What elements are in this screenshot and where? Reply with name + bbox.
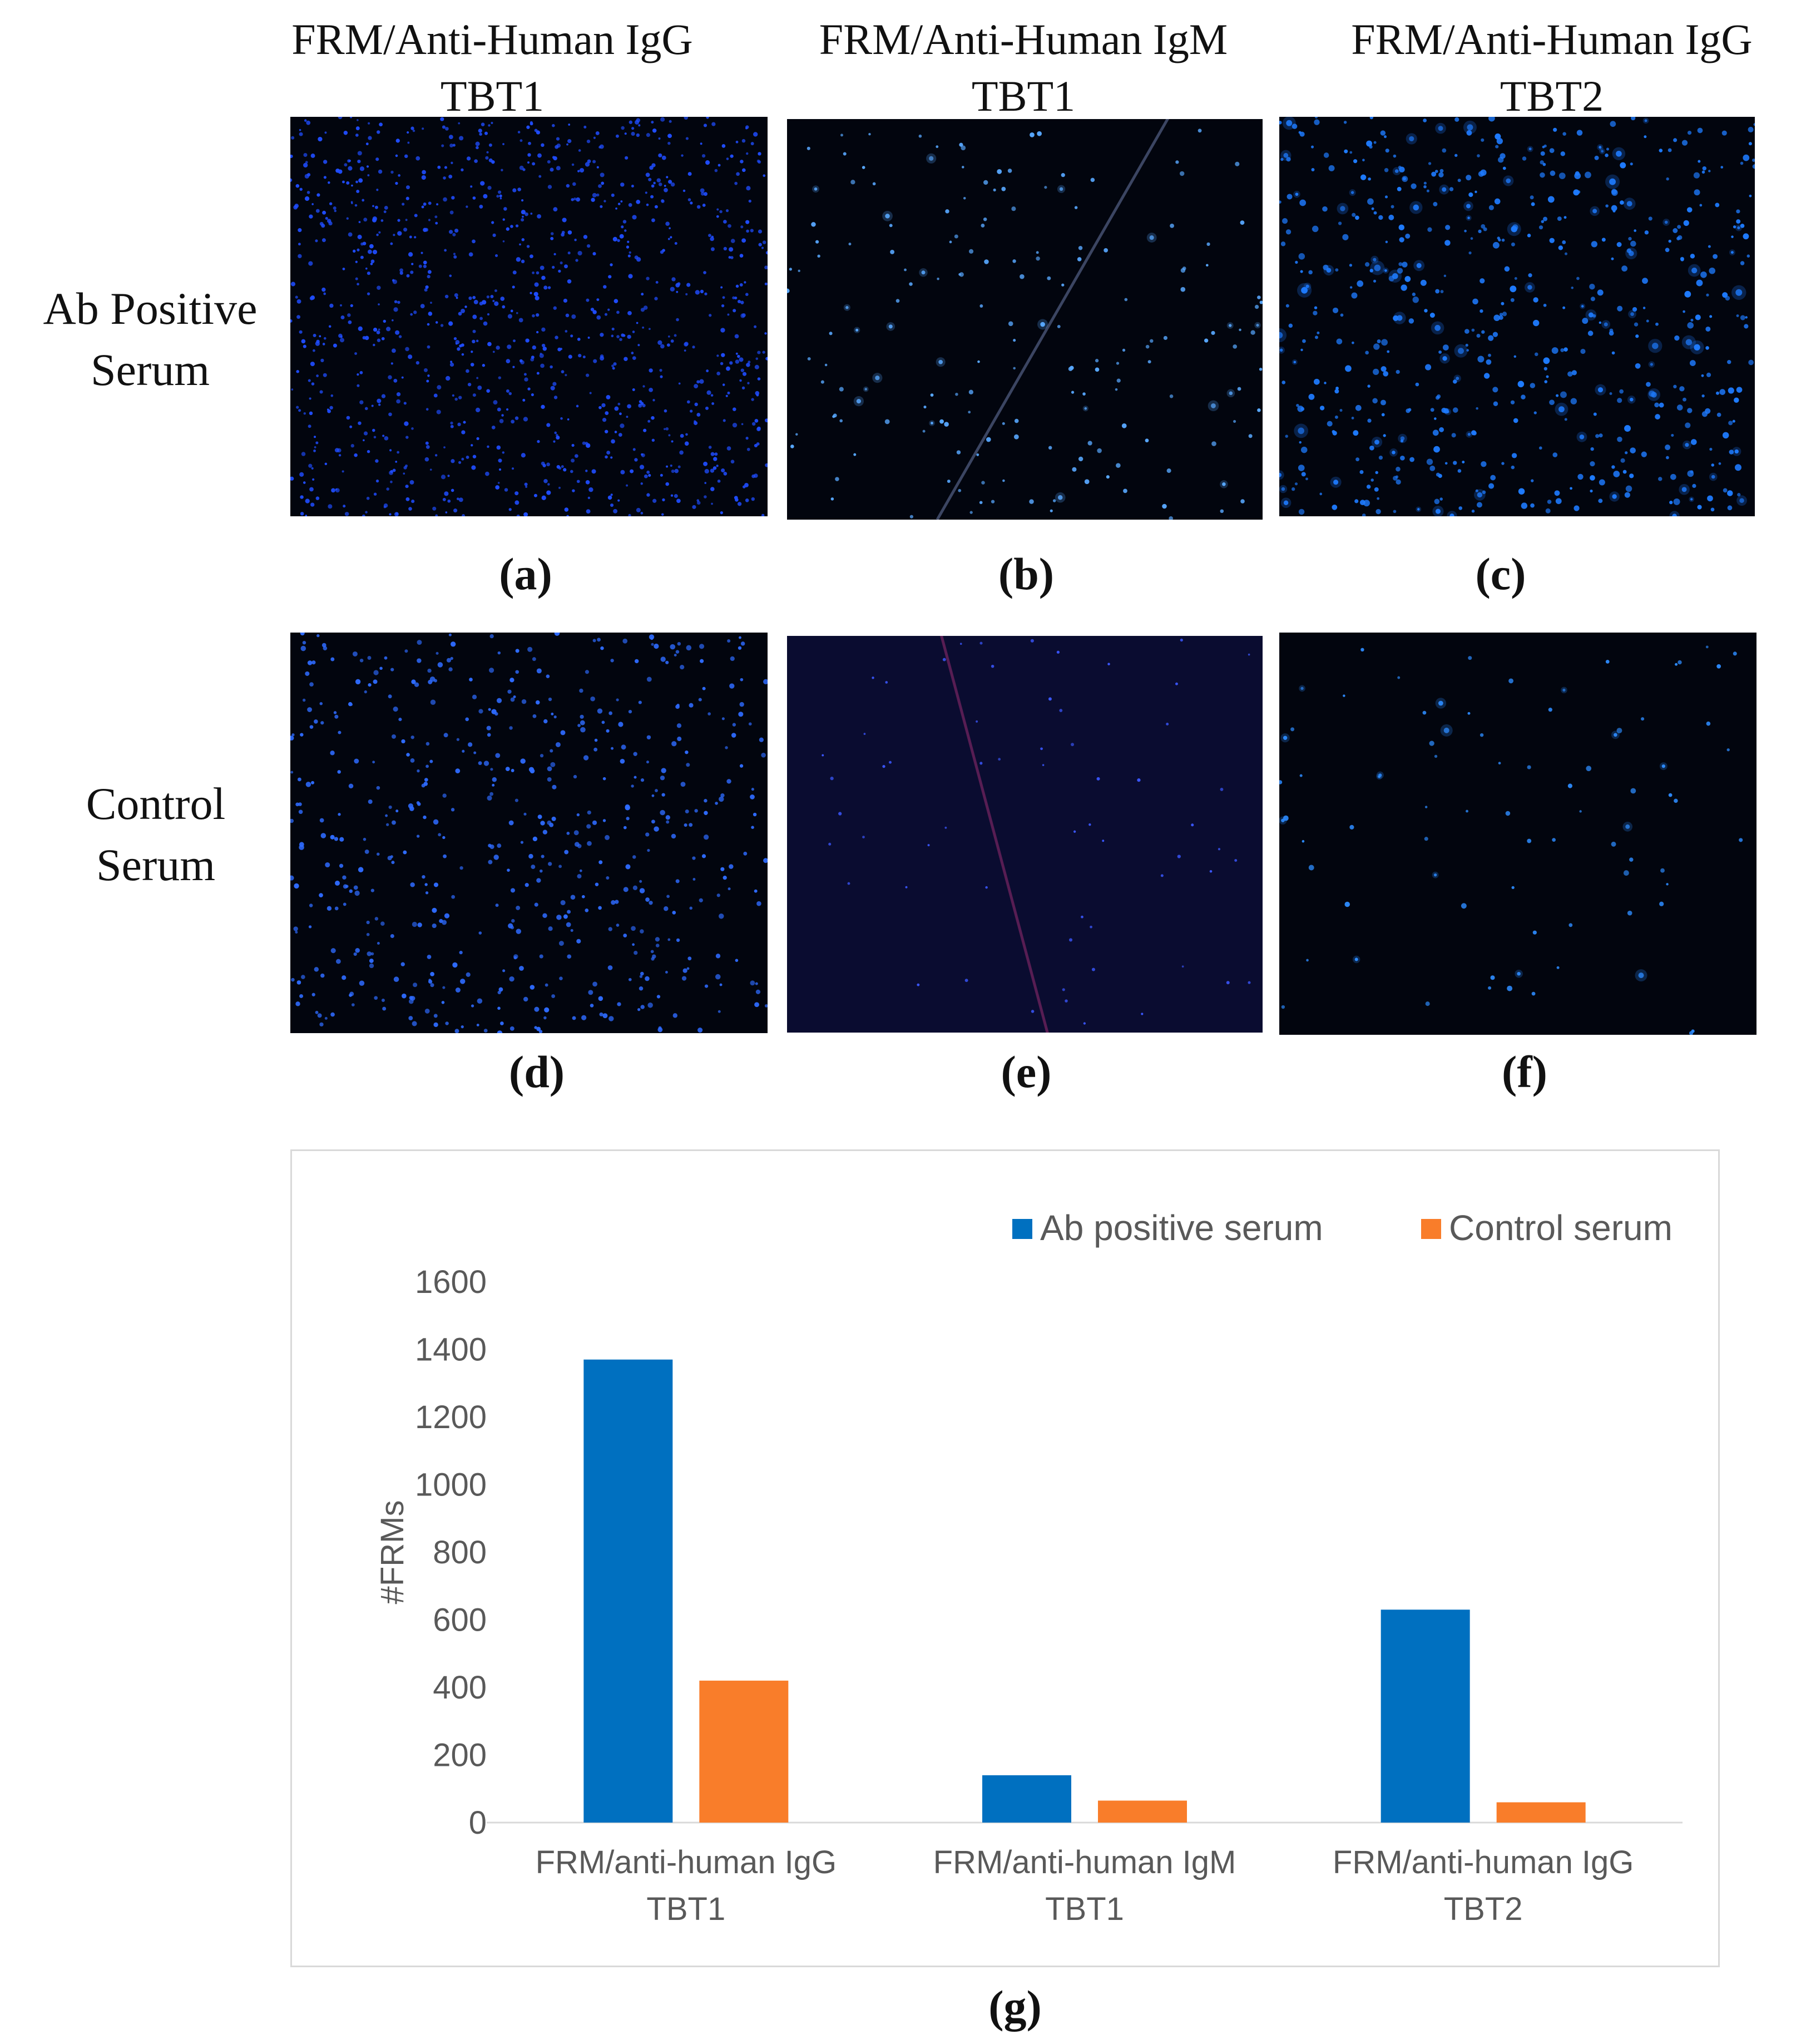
- bar-chart: 0 200 400 600 800 1000 1200 1400 1600 #FRMs FRM/an…: [374, 1208, 1683, 1927]
- panel-label-g: (g): [988, 1981, 1042, 2032]
- x-tick-label: FRM/anti-human IgM: [933, 1844, 1236, 1880]
- micrograph-d-image: [290, 633, 768, 1033]
- legend-label-control: Control serum: [1449, 1208, 1673, 1248]
- bar-ab-positive-1: [583, 1359, 673, 1823]
- row-label-control-line2: Serum: [96, 840, 216, 890]
- column-title-1: FRM/Anti-Human IgG TBT1: [242, 11, 743, 125]
- micrograph-c-image: [1279, 117, 1755, 516]
- micrograph-a: [290, 117, 768, 516]
- x-tick-label: FRM/anti-human IgG: [1333, 1844, 1634, 1880]
- y-tick-label: 1600: [415, 1264, 487, 1300]
- legend-swatch-control: [1421, 1219, 1441, 1239]
- micrograph-a-image: [290, 117, 768, 516]
- micrograph-d: [290, 633, 768, 1033]
- column-title-1-line2: TBT1: [440, 72, 545, 120]
- bar-ab-positive-3: [1381, 1609, 1470, 1823]
- column-title-2-line1: FRM/Anti-Human IgM: [819, 15, 1228, 63]
- x-tick-label: TBT1: [1045, 1891, 1124, 1927]
- panel-label-e: (e): [1001, 1046, 1052, 1097]
- legend-swatch-ab-positive: [1012, 1219, 1032, 1239]
- y-tick-label: 0: [469, 1805, 487, 1841]
- y-tick-label: 200: [433, 1737, 487, 1774]
- panel-label-d: (d): [508, 1046, 565, 1097]
- y-tick-label: 800: [433, 1534, 487, 1571]
- bar-chart-frame: 0 200 400 600 800 1000 1200 1400 1600 #FRMs FRM/an…: [290, 1149, 1720, 1967]
- x-tick-label: FRM/anti-human IgG: [536, 1844, 837, 1880]
- y-axis-label: #FRMs: [374, 1500, 410, 1604]
- panel-label-a: (a): [499, 549, 552, 599]
- micrograph-e: [787, 636, 1263, 1033]
- x-tick-label: TBT2: [1444, 1891, 1523, 1927]
- y-tick-label: 400: [433, 1670, 487, 1706]
- panel-label-f: (f): [1502, 1046, 1547, 1097]
- micrograph-b: [787, 119, 1263, 520]
- legend-label-ab-positive: Ab positive serum: [1040, 1208, 1323, 1248]
- column-title-3: FRM/Anti-Human IgG TBT2: [1302, 11, 1802, 125]
- y-tick-label: 1200: [415, 1399, 487, 1435]
- y-tick-label: 600: [433, 1602, 487, 1638]
- micrograph-c: [1279, 117, 1755, 516]
- bar-ab-positive-2: [982, 1775, 1071, 1823]
- row-label-control-line1: Control: [86, 778, 226, 829]
- row-label-ab-positive-line1: Ab Positive: [43, 283, 258, 334]
- x-tick-label: TBT1: [646, 1891, 725, 1927]
- column-title-2-line2: TBT1: [971, 72, 1076, 120]
- panel-label-b: (b): [998, 549, 1055, 599]
- column-title-3-line1: FRM/Anti-Human IgG: [1351, 15, 1753, 63]
- y-tick-label: 1400: [415, 1332, 487, 1368]
- row-label-control: Control Serum: [6, 773, 306, 896]
- micrograph-e-image: [787, 636, 1263, 1033]
- row-label-ab-positive-line2: Serum: [90, 344, 210, 395]
- panel-label-c: (c): [1475, 549, 1526, 599]
- micrograph-f: [1279, 633, 1756, 1035]
- micrograph-b-image: [787, 119, 1263, 520]
- micrograph-f-image: [1279, 645, 1743, 1035]
- bar-control-2: [1098, 1800, 1187, 1823]
- column-title-3-line2: TBT2: [1500, 72, 1604, 120]
- bar-control-1: [699, 1680, 789, 1823]
- row-label-ab-positive: Ab Positive Serum: [0, 278, 300, 401]
- y-tick-label: 1000: [415, 1467, 487, 1503]
- column-title-2: FRM/Anti-Human IgM TBT1: [773, 11, 1274, 125]
- column-title-1-line1: FRM/Anti-Human IgG: [291, 15, 693, 63]
- bar-control-3: [1496, 1802, 1586, 1823]
